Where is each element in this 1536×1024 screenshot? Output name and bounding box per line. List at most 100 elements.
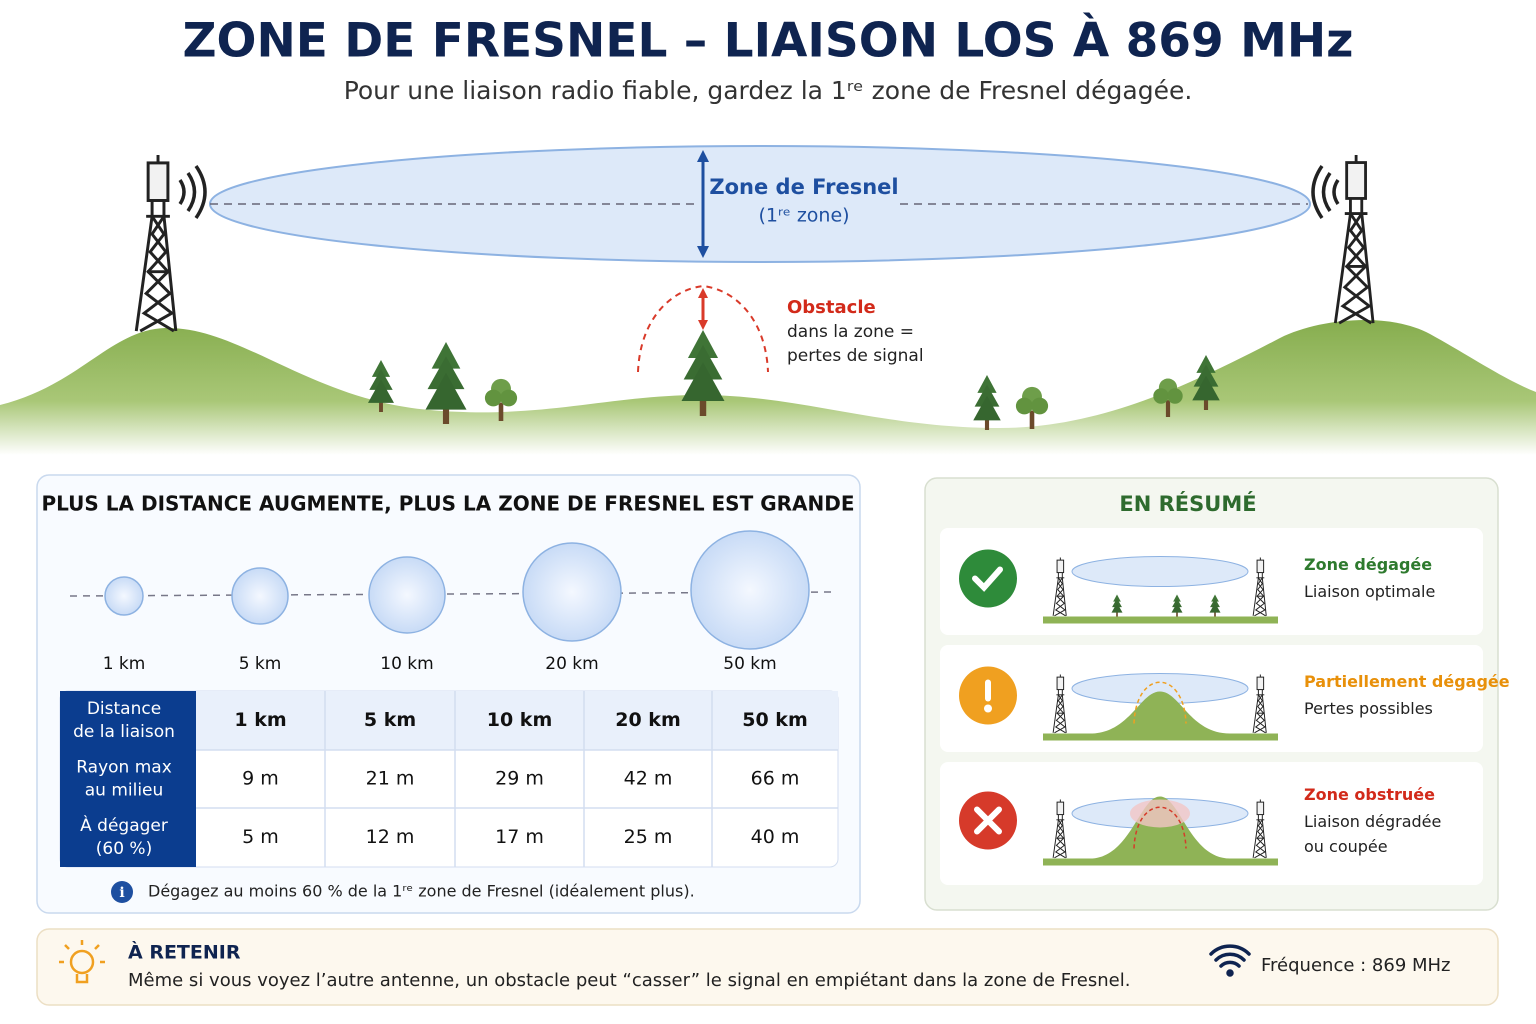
- status: Zone obstruée: [1304, 785, 1435, 804]
- mini-ground: [1043, 733, 1278, 741]
- status: Zone dégagée: [1304, 555, 1432, 574]
- obstacle-text: dans la zone =: [787, 322, 914, 342]
- obstacle-text: pertes de signal: [787, 346, 924, 366]
- table-cell: 5 km: [364, 709, 416, 731]
- waves-right: [1311, 165, 1340, 219]
- footer-text: Même si vous voyez l’autre antenne, un o…: [128, 970, 1130, 991]
- fresnel-circle: [231, 567, 289, 625]
- table-cell: 20 km: [615, 709, 681, 731]
- mini-hill: [1090, 691, 1230, 734]
- bulb-icon: [59, 940, 105, 984]
- footer-title: À RETENIR: [128, 941, 241, 964]
- circle-row: 1 km 5 km 10 km 20 km 50 km: [103, 530, 810, 674]
- row-header-cell: [60, 691, 196, 750]
- decoration: [697, 150, 709, 162]
- mini-ground: [1043, 616, 1278, 624]
- hills: [0, 320, 1536, 455]
- waves-left: [178, 165, 207, 219]
- note: Dégagez au moins 60 % de la 1ʳᵉ zone de …: [148, 882, 695, 901]
- table-cell: 29 m: [495, 768, 544, 790]
- summary-card: Partiellement dégagée Pertes possibles: [940, 645, 1510, 752]
- status-detail: Pertes possibles: [1304, 699, 1433, 718]
- decoration: [698, 288, 708, 298]
- row-header: Distance: [87, 699, 161, 719]
- decoration: Zone dégagée Liaison optimale Partiellemen…: [940, 528, 1510, 885]
- summary-card: Zone dégagée Liaison optimale: [940, 528, 1483, 635]
- circle-label: 50 km: [723, 654, 776, 674]
- distance-panel: PLUS LA DISTANCE AUGMENTE, PLUS LA ZONE …: [36, 474, 861, 914]
- decoration: [697, 246, 709, 258]
- table-cell: 10 km: [487, 709, 553, 731]
- table-cell: 17 m: [495, 826, 544, 848]
- fresnel-circle: [104, 576, 144, 616]
- decoration: [75, 974, 89, 984]
- mini-zone: [1071, 556, 1249, 587]
- status-detail: Liaison optimale: [1304, 582, 1435, 601]
- obstacle-arc: [637, 284, 769, 373]
- mini-overlap: [1130, 799, 1190, 828]
- circle-label: 5 km: [239, 654, 282, 674]
- decoration: [69, 949, 95, 975]
- table-cell: 25 m: [624, 826, 673, 848]
- circle-label: 20 km: [545, 654, 598, 674]
- row-header-cell: [60, 808, 196, 867]
- zone-sublabel: (1ʳᵉ zone): [758, 205, 849, 227]
- row-header: au milieu: [85, 781, 164, 801]
- circle-label: 1 km: [103, 654, 146, 674]
- table-cell: 40 m: [751, 826, 800, 848]
- fresnel-circle: [368, 556, 446, 634]
- tower-right: [1333, 153, 1375, 325]
- footer: À RETENIR Même si vous voyez l’autre ant…: [36, 928, 1499, 1006]
- decoration: [1226, 969, 1234, 977]
- decoration: i: [119, 885, 124, 901]
- table-cell: 12 m: [366, 826, 415, 848]
- tree: [1015, 386, 1049, 429]
- fresnel-circle: [522, 542, 622, 642]
- info-icon: [111, 881, 133, 903]
- frequency: Fréquence : 869 MHz: [1261, 955, 1451, 976]
- decoration: [1214, 952, 1246, 962]
- decoration: [1219, 960, 1241, 968]
- circle-label: 10 km: [380, 654, 433, 674]
- decoration: [698, 320, 708, 330]
- cross: [974, 806, 1002, 835]
- summary-panel: EN RÉSUMÉ Zone dégagée Liaison optimale Pa…: [924, 477, 1510, 911]
- row-header: Rayon max: [76, 758, 172, 778]
- title: ZONE DE FRESNEL – LIAISON LOS À 869 MHz: [182, 14, 1353, 69]
- tower-left: [134, 153, 178, 333]
- fresnel-circle: [690, 530, 810, 650]
- summary-title: EN RÉSUMÉ: [1119, 491, 1256, 516]
- panel-title: PLUS LA DISTANCE AUGMENTE, PLUS LA ZONE …: [41, 492, 854, 516]
- tree: [973, 375, 1001, 430]
- decoration: [36, 928, 1499, 1006]
- table-cell: 50 km: [742, 709, 808, 731]
- table-cell: 42 m: [624, 768, 673, 790]
- table-cell: 21 m: [366, 768, 415, 790]
- table-cell: 9 m: [242, 768, 279, 790]
- summary-card: Zone obstruée Liaison dégradée ou coupée: [940, 762, 1483, 885]
- bang: [985, 679, 991, 702]
- subtitle: Pour une liaison radio fiable, gardez la…: [344, 76, 1193, 105]
- row-header: À dégager: [80, 814, 168, 836]
- mini-ground: [1043, 858, 1278, 866]
- header-row: [196, 691, 838, 750]
- row-header: (60 %): [96, 839, 152, 859]
- table-cell: 5 m: [242, 826, 279, 848]
- zone-label: Zone de Fresnel: [709, 175, 898, 199]
- mini-arc: [1133, 806, 1187, 849]
- obstacle-title: Obstacle: [787, 297, 876, 318]
- wifi-icon: [1209, 944, 1251, 977]
- status: Partiellement dégagée: [1304, 672, 1510, 691]
- decoration: [59, 940, 105, 964]
- decoration: [1209, 944, 1251, 956]
- status-detail: Liaison dégradée: [1304, 812, 1441, 831]
- status-detail: ou coupée: [1304, 837, 1388, 856]
- mini-arc: [1133, 681, 1187, 724]
- bang-dot: [984, 704, 992, 713]
- table: Distance de la liaison 1 km 5 km 10 km 20 km 5…: [59, 690, 839, 868]
- table-cell: 66 m: [751, 768, 800, 790]
- row-header: de la liaison: [73, 722, 175, 742]
